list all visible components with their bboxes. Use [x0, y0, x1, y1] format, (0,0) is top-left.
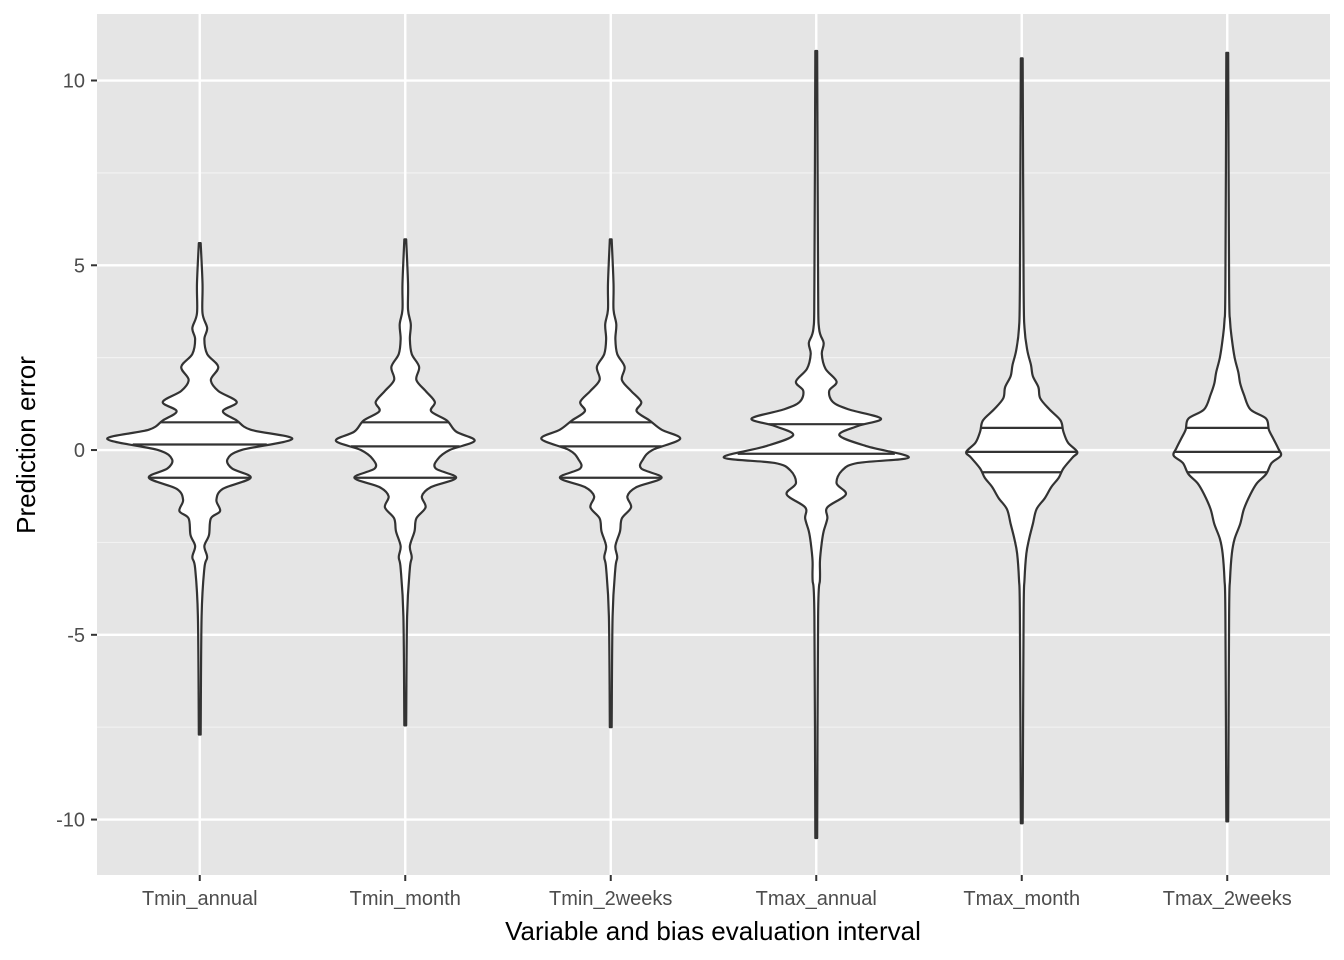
- y-tick-label: -5: [67, 625, 85, 647]
- x-axis: Tmin_annual Tmin_month Tmin_2weeks Tmax_ann…: [142, 875, 1292, 910]
- plot-panel: [97, 14, 1330, 875]
- y-axis-title: Prediction error: [11, 356, 41, 534]
- y-axis: -10 -5 0 5 10: [56, 71, 97, 832]
- y-tick-label: 5: [74, 255, 85, 277]
- x-tick-label: Tmin_annual: [142, 888, 258, 910]
- x-tick-label: Tmin_month: [350, 888, 461, 910]
- x-axis-title: Variable and bias evaluation interval: [505, 916, 921, 946]
- x-tick-label: Tmin_2weeks: [549, 888, 672, 910]
- x-tick-label: Tmax_2weeks: [1163, 888, 1292, 910]
- y-tick-label: -10: [56, 810, 85, 832]
- x-tick-label: Tmax_month: [963, 888, 1080, 910]
- y-tick-label: 0: [74, 440, 85, 462]
- x-tick-label: Tmax_annual: [756, 888, 877, 910]
- y-tick-label: 10: [63, 71, 85, 93]
